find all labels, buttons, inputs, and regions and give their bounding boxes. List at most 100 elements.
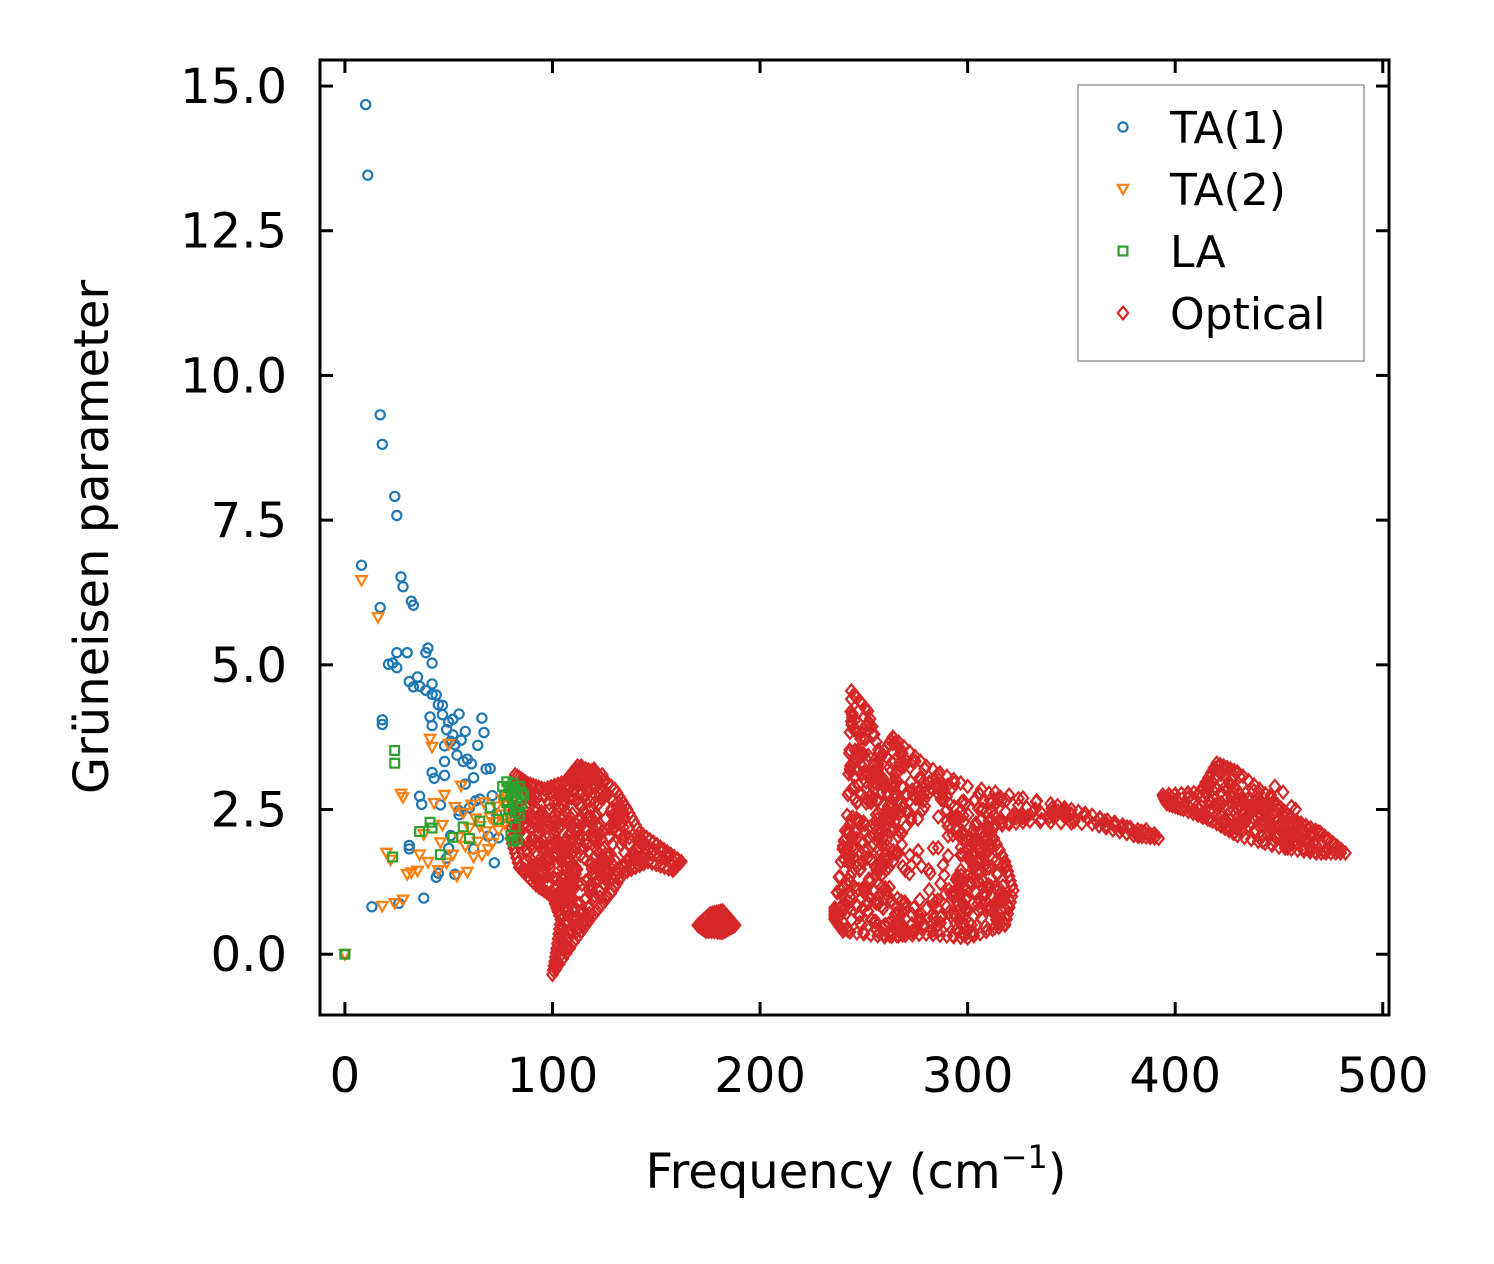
optical-point <box>1050 797 1065 814</box>
optical-point <box>531 818 545 835</box>
data-point <box>403 839 415 852</box>
optical-point <box>1002 786 1016 804</box>
data-point <box>376 438 388 451</box>
data-point <box>459 778 472 790</box>
data-point <box>339 948 351 960</box>
optical-point <box>1223 760 1238 778</box>
data-point <box>501 776 513 788</box>
optical-point <box>537 781 551 798</box>
optical-point <box>853 743 867 760</box>
legend: TA(1) TA(2) LA Optical <box>1077 84 1365 362</box>
optical-point <box>842 744 856 762</box>
y-tick-label: 10.0 <box>180 348 287 404</box>
data-point <box>416 798 428 811</box>
optical-point <box>1044 795 1058 812</box>
optical-point <box>843 757 857 774</box>
data-point <box>404 867 419 881</box>
optical-point <box>918 917 932 935</box>
y-tick-label: 12.5 <box>180 204 287 260</box>
legend-entry-ta2: TA(2) <box>1115 165 1286 216</box>
optical-point <box>537 809 551 827</box>
optical-point <box>843 888 857 905</box>
optical-point <box>888 905 902 923</box>
data-point <box>451 749 463 761</box>
optical-point <box>1201 811 1215 828</box>
optical-point <box>1147 825 1162 842</box>
optical-point <box>562 889 576 906</box>
optical-point <box>1230 827 1245 844</box>
optical-point <box>911 842 925 859</box>
optical-point <box>1303 843 1317 861</box>
optical-point <box>951 810 966 828</box>
optical-point <box>1218 759 1232 777</box>
optical-point <box>1272 839 1286 856</box>
optical-point <box>902 865 916 882</box>
data-point <box>418 892 430 904</box>
optical-point <box>1258 835 1272 852</box>
data-point <box>511 834 523 846</box>
optical-point <box>931 808 945 826</box>
legend-label: TA(1) <box>1169 103 1286 154</box>
data-point <box>355 559 368 571</box>
optical-point <box>924 779 938 796</box>
optical-point <box>532 852 546 869</box>
optical-point <box>565 805 579 823</box>
optical-point <box>898 862 912 879</box>
data-point <box>397 580 409 593</box>
data-point <box>414 826 426 838</box>
optical-point <box>857 879 871 896</box>
optical-point <box>869 806 883 823</box>
optical-point <box>1226 801 1240 818</box>
optical-point <box>1338 844 1353 862</box>
optical-point <box>891 733 906 751</box>
optical-point <box>931 839 945 856</box>
optical-point <box>902 743 917 760</box>
data-point <box>466 851 481 865</box>
legend-label: LA <box>1170 227 1226 278</box>
data-point <box>375 900 390 914</box>
optical-point <box>853 786 868 803</box>
optical-point <box>551 776 565 793</box>
optical-point <box>1244 831 1258 848</box>
optical-point <box>940 898 954 915</box>
optical-point <box>828 903 842 920</box>
data-point <box>395 894 411 908</box>
optical-point <box>958 795 973 812</box>
optical-point <box>864 794 878 811</box>
optical-point <box>547 777 562 794</box>
optical-point <box>1011 790 1026 807</box>
optical-point <box>903 759 917 776</box>
optical-point <box>836 838 850 855</box>
data-point <box>513 809 525 821</box>
optical-point <box>965 868 979 885</box>
data-point <box>422 642 434 654</box>
optical-point <box>548 870 562 887</box>
data-point <box>441 738 456 752</box>
data-point <box>456 807 471 821</box>
data-point <box>391 662 403 674</box>
data-point <box>432 699 445 711</box>
optical-point <box>905 781 919 799</box>
optical-point <box>586 868 600 885</box>
data-point <box>454 780 469 794</box>
data-point <box>426 766 438 779</box>
optical-point <box>1085 815 1099 833</box>
data-point <box>465 758 478 770</box>
data-point <box>455 734 467 746</box>
optical-point <box>1309 844 1323 862</box>
optical-point <box>909 851 924 868</box>
optical-point <box>933 764 947 782</box>
optical-point <box>912 907 927 925</box>
optical-point <box>914 912 928 929</box>
optical-point <box>1280 811 1294 829</box>
data-point <box>412 849 427 863</box>
data-point <box>431 865 446 878</box>
y-tick-label: 0.0 <box>211 927 287 983</box>
data-point <box>432 867 445 879</box>
optical-point <box>1218 820 1232 837</box>
optical-point <box>967 826 981 843</box>
optical-point <box>605 815 620 832</box>
optical-point <box>879 861 893 879</box>
optical-point <box>1247 776 1261 794</box>
optical-point <box>579 787 593 804</box>
